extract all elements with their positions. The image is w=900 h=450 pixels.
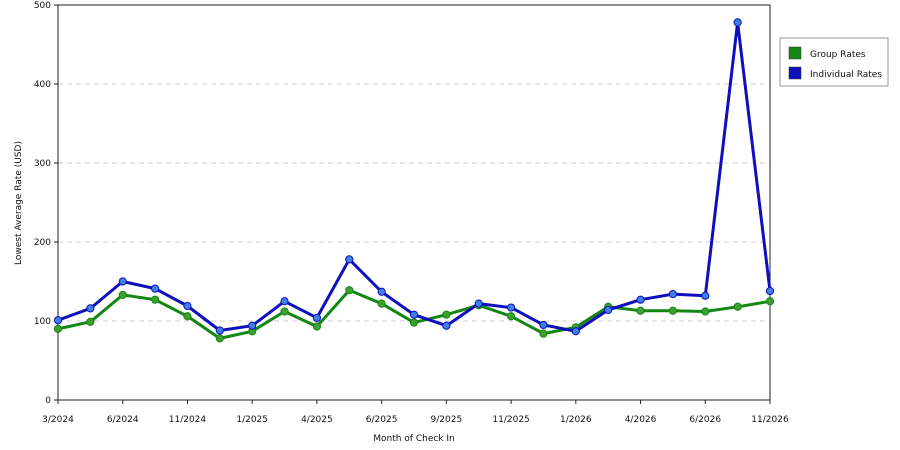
x-tick-label: 11/2026 (751, 415, 789, 425)
x-tick-label: 4/2026 (625, 415, 657, 425)
axes: 0 100 200 300 400 500 3/2024 6/2024 11/2024 1/202… (34, 1, 789, 425)
group-rates-point (442, 310, 451, 319)
group-rates-point (150, 295, 160, 304)
individual-rates-point (636, 295, 645, 304)
x-tick-label: 6/2025 (366, 415, 398, 425)
x-tick-label: 11/2025 (492, 415, 529, 425)
group-rates-point (733, 302, 742, 311)
individual-rates-point (345, 255, 354, 264)
y-tick-label: 500 (34, 1, 51, 11)
individual-rates-point (215, 326, 224, 335)
individual-rates-point (571, 327, 580, 336)
individual-rates-line (57, 20, 772, 333)
group-rates-point (345, 286, 354, 295)
x-axis-title: Month of Check In (373, 434, 455, 444)
group-rates-point (636, 306, 645, 315)
legend: Group Rates Individual Rates (779, 37, 889, 87)
individual-rates-point (539, 320, 548, 330)
group-rates-point (86, 317, 95, 326)
individual-rates-legend-swatch (788, 66, 802, 80)
individual-rates-point (280, 297, 289, 306)
y-tick-label: 400 (34, 80, 51, 90)
group-rates-point (215, 334, 224, 343)
individual-rates-point (506, 303, 516, 312)
individual-rates-point (474, 299, 483, 308)
group-rates-point (409, 318, 419, 327)
group-rates-point (118, 290, 127, 300)
individual-rates-point (248, 321, 257, 330)
individual-rates-legend-label: Individual Rates (810, 70, 882, 80)
individual-rates-point (150, 284, 160, 293)
group-rates-point (312, 322, 322, 331)
x-tick-label: 6/2024 (107, 415, 139, 425)
x-tick-label: 11/2024 (169, 415, 207, 425)
y-tick-label: 300 (34, 159, 51, 169)
group-rates-point (280, 307, 289, 316)
individual-rates-point (377, 287, 386, 296)
y-tick-label: 200 (34, 238, 51, 248)
x-tick-label: 4/2025 (301, 415, 333, 425)
group-rates-legend-swatch (788, 46, 802, 60)
x-tick-label: 9/2025 (431, 415, 463, 425)
group-rates-point (377, 299, 386, 308)
individual-rates-point (765, 286, 775, 296)
x-tick-label: 6/2026 (689, 415, 721, 425)
group-rates-point (765, 297, 775, 306)
x-tick-label: 1/2025 (236, 415, 268, 425)
individual-rates-point (668, 290, 678, 299)
individual-rates-point (701, 291, 710, 300)
plot-frame (57, 4, 771, 401)
group-rates-point (506, 312, 516, 321)
group-rates-point (668, 306, 678, 315)
group-rates-point (183, 312, 192, 321)
individual-rates-point (733, 18, 742, 27)
group-rates-point (53, 324, 63, 333)
gridlines (58, 83, 770, 322)
individual-rates-point (442, 321, 451, 330)
x-tick-label: 1/2026 (560, 415, 592, 425)
series-lines (53, 18, 775, 343)
group-rates-point (539, 329, 548, 338)
y-tick-label: 100 (34, 317, 51, 327)
individual-rates-point (118, 277, 127, 286)
y-axis-title: Lowest Average Rate (USD) (14, 141, 24, 265)
individual-rates-point (409, 310, 419, 319)
individual-rates-point (53, 316, 63, 325)
x-tick-label: 3/2024 (42, 415, 74, 425)
individual-rates-point (604, 305, 613, 315)
y-tick-label: 0 (45, 396, 51, 406)
individual-rates-point (312, 313, 322, 322)
group-rates-legend-label: Group Rates (810, 50, 866, 60)
individual-rates-point (183, 301, 192, 311)
individual-rates-point (86, 304, 95, 313)
group-rates-point (701, 307, 710, 316)
